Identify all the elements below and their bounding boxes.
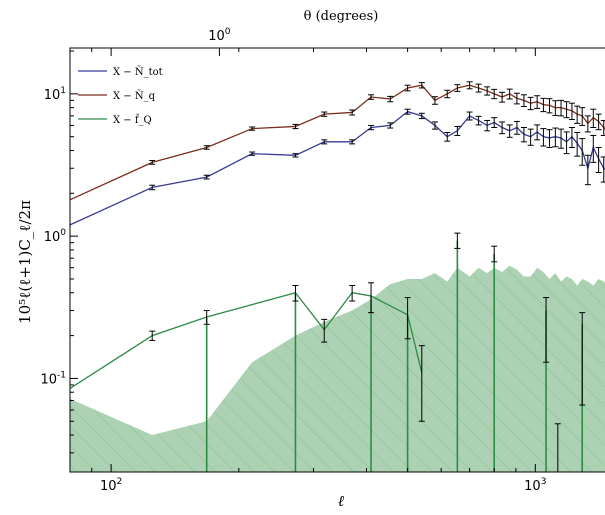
shaded-band-layer xyxy=(70,265,605,472)
legend-label-1: X − Ň_tot xyxy=(113,66,163,78)
ticks-layer xyxy=(69,48,536,472)
y-tick-labels: 10-1 100 101 xyxy=(40,86,66,388)
x-axis-title: ℓ xyxy=(338,492,344,510)
legend-label-2: X − Ň_q xyxy=(113,90,156,102)
plot-frame xyxy=(69,47,605,473)
x-tick-labels: 102 103 xyxy=(100,477,546,494)
series-2-line xyxy=(70,84,605,201)
errorbars-layer xyxy=(149,81,605,472)
series-1-line xyxy=(70,110,605,226)
legend: X − Ň_tot X − Ň_q X − f̌_Q xyxy=(78,66,163,126)
y-axis-title: 10⁵ℓ(ℓ+1)C_ℓ/2π xyxy=(16,200,34,324)
y-tick-label-0: 10-1 xyxy=(40,370,66,387)
x-tick-label-0: 102 xyxy=(100,477,122,494)
legend-label-3: X − f̌_Q xyxy=(113,114,152,126)
top-tick-label-0: 100 xyxy=(208,27,231,44)
shaded-band xyxy=(70,265,605,472)
top-axis-title: θ (degrees) xyxy=(304,9,379,24)
x-tick-label-1: 103 xyxy=(524,477,546,494)
plot-area xyxy=(70,81,605,472)
y-tick-label-1: 100 xyxy=(44,228,67,245)
top-tick-labels: 100 xyxy=(208,27,231,44)
y-tick-label-2: 101 xyxy=(44,86,66,103)
